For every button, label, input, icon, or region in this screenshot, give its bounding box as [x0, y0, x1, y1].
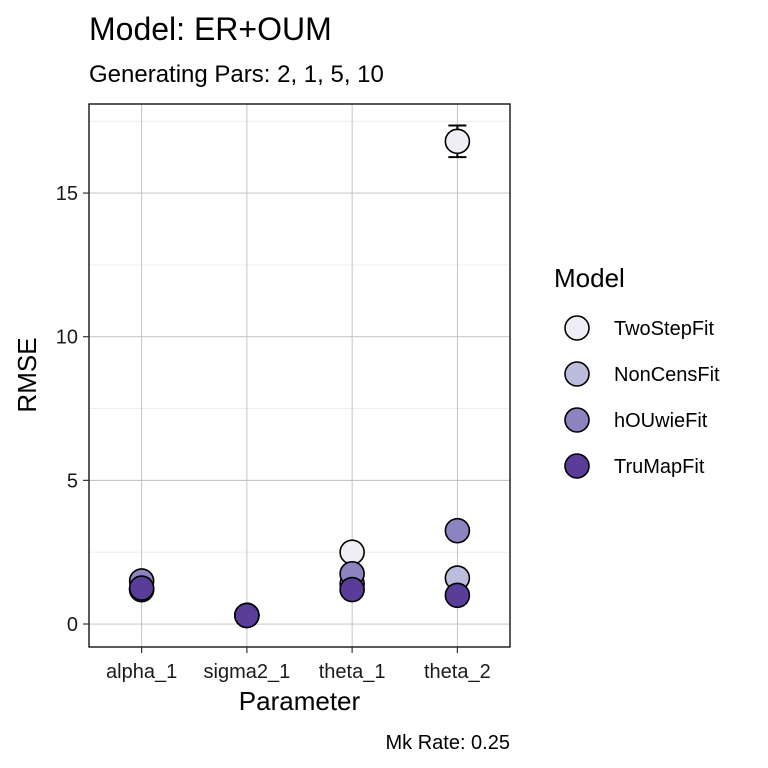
- legend-label: NonCensFit: [614, 364, 720, 386]
- x-tick-label: theta_2: [424, 661, 491, 683]
- legend-swatch: [564, 361, 590, 387]
- data-point: [128, 575, 155, 601]
- y-tick-label: 10: [56, 327, 78, 349]
- data-point: [234, 602, 260, 629]
- plot-area: 0 5 10 15 alpha_1 sigma2_1 theta_1 theta_2: [56, 103, 511, 683]
- y-tick-label: 0: [67, 614, 78, 636]
- x-axis-title: Parameter: [239, 686, 361, 716]
- legend-label: TwoStepFit: [614, 318, 714, 340]
- x-tick-label: theta_1: [319, 661, 386, 683]
- legend-swatch: [564, 453, 590, 479]
- legend-item: TwoStepFit: [564, 315, 714, 341]
- data-point: [444, 517, 471, 544]
- legend-title: Model: [554, 263, 625, 293]
- data-point: [444, 582, 471, 609]
- y-axis-title: RMSE: [12, 337, 42, 412]
- plot-border: [88, 103, 511, 648]
- legend-item: hOUwieFit: [564, 407, 708, 433]
- x-axis-ticks: alpha_1 sigma2_1 theta_1 theta_2: [106, 647, 491, 683]
- data-point: [444, 128, 471, 155]
- legend-label: hOUwieFit: [614, 410, 708, 432]
- chart-title: Model: ER+OUM: [89, 11, 332, 47]
- data-point: [339, 576, 365, 603]
- x-tick-label: alpha_1: [106, 661, 177, 683]
- y-axis-ticks: 0 5 10 15: [56, 183, 89, 636]
- legend: Model TwoStepFit NonCensFit hOUwieFit TruMa…: [554, 263, 720, 479]
- chart-caption: Mk Rate: 0.25: [385, 732, 510, 754]
- y-tick-label: 15: [56, 183, 78, 205]
- legend-swatch: [564, 407, 590, 433]
- legend-swatch: [564, 315, 590, 341]
- gridlines: [89, 104, 510, 647]
- legend-item: NonCensFit: [564, 361, 720, 387]
- legend-item: TruMapFit: [564, 453, 705, 479]
- legend-label: TruMapFit: [614, 456, 705, 478]
- legend-items: TwoStepFit NonCensFit hOUwieFit TruMapFit: [564, 315, 720, 479]
- x-tick-label: sigma2_1: [204, 661, 291, 683]
- data-point: [339, 539, 365, 565]
- y-tick-label: 5: [67, 470, 78, 492]
- data-points: [128, 128, 471, 629]
- chart-subtitle: Generating Pars: 2, 1, 5, 10: [89, 61, 384, 88]
- plot-background: [89, 104, 510, 647]
